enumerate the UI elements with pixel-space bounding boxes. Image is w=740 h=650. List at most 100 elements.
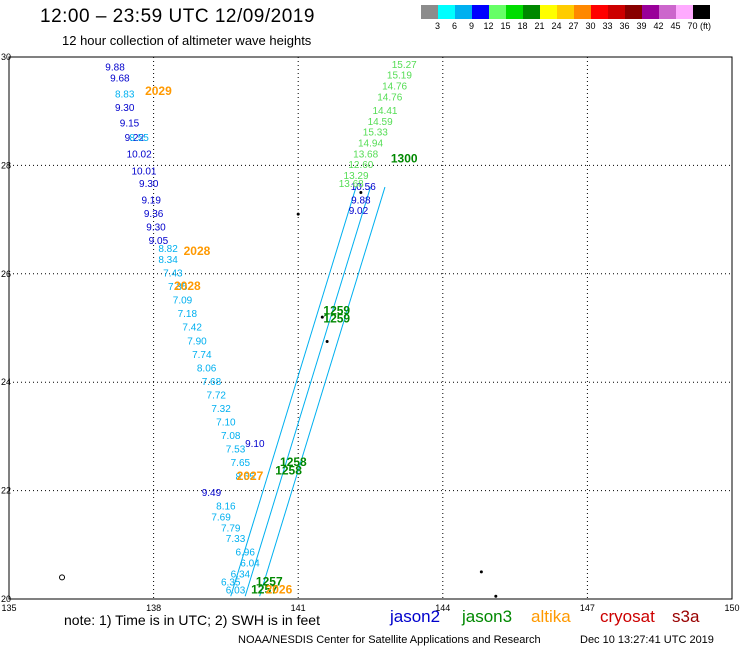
wave-height-label: 1258	[280, 455, 307, 469]
island-dot	[296, 212, 300, 216]
x-tick-label: 144	[435, 603, 450, 612]
wave-height-label: 2028	[174, 279, 201, 293]
chart-subtitle: 12 hour collection of altimeter wave hei…	[62, 33, 312, 48]
wave-height-label: 8.83	[115, 90, 135, 101]
mission-label: cryosat	[600, 607, 655, 626]
wave-height-label: 7.32	[211, 404, 231, 415]
wave-height-label: 10.01	[131, 167, 156, 178]
legend-label: 12	[483, 21, 494, 31]
island-dot	[320, 315, 324, 319]
wave-height-label: 9.15	[120, 118, 140, 129]
track-line	[230, 186, 357, 597]
y-tick-label: 26	[1, 269, 11, 279]
island-dot	[479, 570, 483, 574]
wave-height-label: 14.76	[382, 82, 407, 93]
wave-height-label: 7.53	[226, 445, 246, 456]
legend-label: 24	[551, 21, 562, 31]
legend-swatch	[676, 5, 693, 19]
wave-height-label: 7.35	[168, 282, 188, 293]
wave-height-label: 6.35	[221, 577, 241, 588]
wave-height-label: 7.10	[216, 418, 236, 429]
wave-height-label: 6.34	[231, 569, 251, 580]
legend-label: 39	[636, 21, 647, 31]
wave-height-label: 8.82	[158, 244, 178, 255]
wave-height-label: 7.79	[221, 523, 241, 534]
wave-height-label: 9.05	[149, 236, 169, 247]
y-tick-label: 30	[1, 52, 11, 62]
wave-height-label: 7.08	[221, 431, 241, 442]
wave-height-label: 15.33	[363, 128, 388, 139]
legend-label: 27	[568, 21, 579, 31]
wave-height-label: 7.09	[173, 296, 193, 307]
legend-swatch	[438, 5, 455, 19]
legend-label: 15	[500, 21, 511, 31]
wave-height-label: 2026	[266, 583, 293, 597]
wave-height-label: 7.69	[211, 512, 231, 523]
wave-height-label: 6.04	[240, 558, 260, 569]
track-line	[244, 186, 371, 597]
wave-height-label: 6.03	[226, 586, 246, 597]
wave-height-label: 9.30	[115, 103, 135, 114]
plot-frame	[8, 56, 733, 600]
wave-height-label: 9.49	[202, 488, 222, 499]
mission-label: jason3	[462, 607, 513, 626]
x-tick-label: 150	[724, 603, 739, 612]
wave-height-label: 8.06	[197, 363, 217, 374]
y-tick-label: 24	[1, 377, 11, 387]
footnote: note: 1) Time is in UTC; 2) SWH is in fe…	[64, 612, 320, 628]
wave-height-label: 15.27	[392, 60, 417, 71]
wave-height-label: 2028	[184, 244, 211, 258]
track-line	[259, 186, 386, 597]
wave-height-label: 7.43	[163, 269, 183, 280]
chart-title: 12:00 – 23:59 UTC 12/09/2019	[40, 6, 315, 27]
legend-swatch	[557, 5, 574, 19]
wave-height-label: 9.88	[105, 63, 125, 74]
wave-height-label: 7.33	[226, 534, 246, 545]
island-dot	[494, 594, 498, 598]
wave-height-label: 9.30	[146, 222, 166, 233]
wave-height-label: 7.65	[231, 458, 251, 469]
wave-height-label: 2027	[237, 469, 264, 483]
legend-swatch	[574, 5, 591, 19]
legend-swatch	[659, 5, 676, 19]
y-tick-label: 22	[1, 486, 11, 496]
island-dot	[59, 574, 66, 581]
wave-height-label: 14.76	[377, 92, 402, 103]
legend-swatch	[506, 5, 523, 19]
y-tick-label: 28	[1, 160, 11, 170]
island-dot	[325, 340, 329, 344]
legend-swatch	[608, 5, 625, 19]
legend-label: 42	[653, 21, 664, 31]
x-tick-label: 135	[1, 603, 16, 612]
wave-height-label: 7.74	[192, 350, 212, 361]
legend-unit: (ft)	[700, 21, 711, 31]
legend-swatch	[472, 5, 489, 19]
wave-height-label: 9.22	[125, 133, 145, 144]
x-tick-label: 147	[580, 603, 595, 612]
wave-height-label: 9.02	[349, 206, 369, 217]
wave-height-label: 7.42	[182, 323, 202, 334]
wave-height-label: 7.18	[178, 309, 198, 320]
wave-height-label: 1300	[391, 152, 418, 166]
y-tick-label: 20	[1, 594, 11, 604]
wave-height-label: 8.55	[129, 133, 149, 144]
wave-height-label: 10.56	[351, 182, 376, 193]
legend-label: 3	[434, 21, 440, 31]
wave-height-label: 1257	[256, 574, 283, 588]
wave-height-label: 12.60	[348, 160, 373, 171]
legend-swatch	[625, 5, 642, 19]
legend-label: 70	[687, 21, 698, 31]
wave-height-label: 8.34	[158, 255, 178, 266]
wave-height-label: 9.19	[141, 195, 161, 206]
legend-swatch	[540, 5, 557, 19]
wave-height-label: 13.68	[339, 179, 364, 190]
legend-label: 36	[619, 21, 630, 31]
wave-height-label: 13.29	[344, 171, 369, 182]
wave-height-label: 7.72	[207, 390, 227, 401]
legend-label: 18	[517, 21, 528, 31]
legend-label: 45	[670, 21, 681, 31]
legend-swatch	[591, 5, 608, 19]
wave-height-label: 14.41	[372, 106, 397, 117]
legend-swatch	[523, 5, 540, 19]
mission-label: altika	[531, 607, 571, 626]
